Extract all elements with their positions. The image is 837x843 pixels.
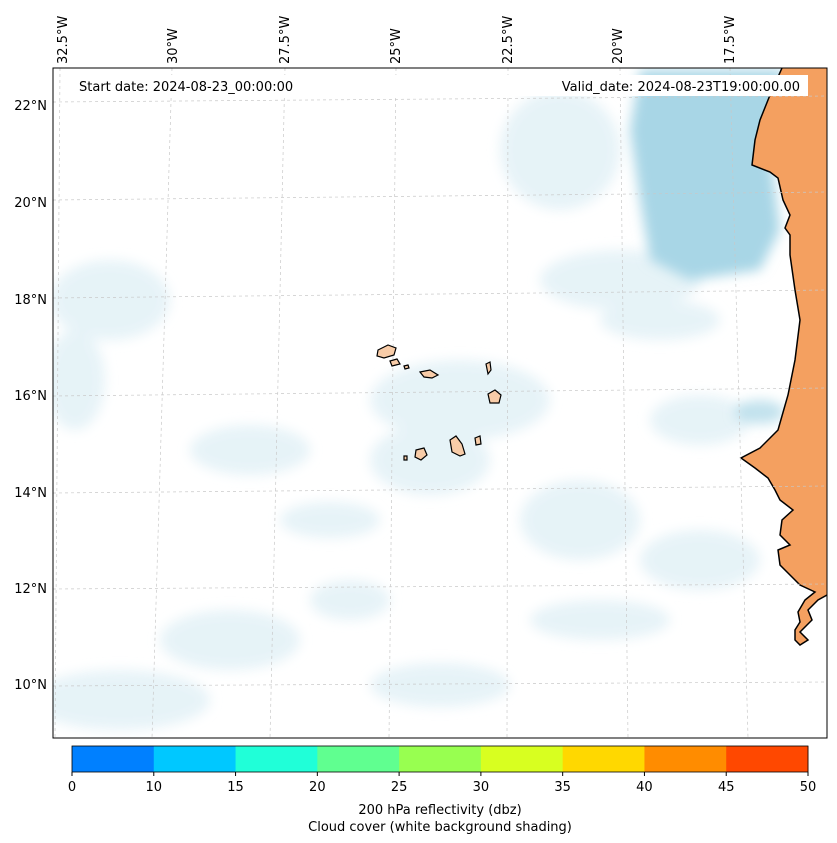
colorbar-segment-0 bbox=[72, 746, 155, 772]
valid-date-text: Valid_date: 2024-08-23T19:00:00.00 bbox=[562, 80, 800, 95]
colorbar-segment-7 bbox=[644, 746, 727, 772]
colorbar-tick-label-50: 50 bbox=[800, 780, 817, 795]
lat-label-12: 12°N bbox=[14, 582, 47, 597]
start-date-text: Start date: 2024-08-23_00:00:00 bbox=[79, 80, 293, 95]
colorbar-tick-label-25: 25 bbox=[391, 780, 408, 795]
cape-verde-islands bbox=[376, 344, 502, 461]
latitude-labels: 22°N 20°N 18°N 16°N 14°N 12°N 10°N bbox=[14, 99, 47, 693]
colorbar-segment-2 bbox=[235, 746, 318, 772]
map-border bbox=[52, 67, 828, 739]
colorbar-tick-label-0: 0 bbox=[68, 780, 76, 795]
colorbar-segment-5 bbox=[480, 746, 564, 772]
grid-lines bbox=[53, 68, 827, 738]
island-fogo bbox=[414, 447, 428, 461]
colorbar-subtitle: Cloud cover (white background shading) bbox=[308, 820, 572, 835]
lon-label-30: 30°W bbox=[166, 28, 181, 64]
colorbar: 0 10 15 20 25 30 35 40 45 50 bbox=[68, 745, 817, 795]
colorbar-title: 200 hPa reflectivity (dbz) bbox=[358, 803, 521, 818]
lat-label-14: 14°N bbox=[14, 486, 47, 501]
island-sao-nicolau bbox=[418, 369, 440, 379]
colorbar-border bbox=[71, 745, 809, 773]
colorbar-segment-6 bbox=[562, 746, 645, 772]
lon-label-32-5: 32.5°W bbox=[56, 16, 71, 64]
colorbar-tick-label-35: 35 bbox=[554, 780, 571, 795]
colorbar-tick-label-45: 45 bbox=[718, 780, 735, 795]
lon-label-27-5: 27.5°W bbox=[278, 16, 293, 64]
africa-coastline bbox=[739, 68, 827, 646]
africa-land bbox=[741, 68, 827, 645]
lat-label-18: 18°N bbox=[14, 293, 47, 308]
lon-label-22-5: 22.5°W bbox=[501, 16, 516, 64]
lat-label-20: 20°N bbox=[14, 196, 47, 211]
island-brava bbox=[403, 455, 408, 461]
longitude-labels: 32.5°W 30°W 27.5°W 25°W 22.5°W 20°W 17.5… bbox=[56, 16, 738, 64]
colorbar-tick-label-40: 40 bbox=[636, 780, 653, 795]
cloud-cover-dense bbox=[630, 70, 785, 424]
colorbar-tick-label-15: 15 bbox=[227, 780, 244, 795]
island-santo-antao bbox=[376, 344, 397, 359]
lon-label-20: 20°W bbox=[611, 28, 626, 64]
island-maio bbox=[474, 435, 482, 446]
lon-label-17-5: 17.5°W bbox=[723, 16, 738, 64]
colorbar-tick-label-30: 30 bbox=[473, 780, 490, 795]
island-santa-luzia bbox=[403, 364, 410, 370]
colorbar-segment-1 bbox=[153, 746, 237, 772]
lat-label-22: 22°N bbox=[14, 99, 47, 114]
island-sal bbox=[485, 361, 492, 376]
lat-label-10: 10°N bbox=[14, 678, 47, 693]
colorbar-tick-label-10: 10 bbox=[146, 780, 163, 795]
island-santiago bbox=[449, 435, 466, 457]
lat-label-16: 16°N bbox=[14, 389, 47, 404]
colorbar-segment-8 bbox=[726, 746, 809, 772]
cloud-cover-light bbox=[53, 90, 760, 730]
colorbar-segment-3 bbox=[317, 746, 400, 772]
colorbar-segment-4 bbox=[399, 746, 482, 772]
lon-label-25: 25°W bbox=[389, 28, 404, 64]
colorbar-tick-label-20: 20 bbox=[309, 780, 326, 795]
island-sao-vicente bbox=[389, 358, 401, 367]
info-box bbox=[70, 75, 808, 96]
island-boa-vista bbox=[487, 389, 502, 404]
